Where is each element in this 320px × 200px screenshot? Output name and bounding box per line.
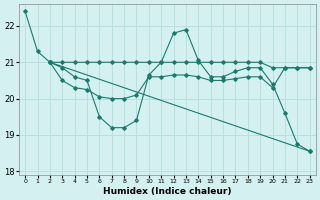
X-axis label: Humidex (Indice chaleur): Humidex (Indice chaleur) [103, 187, 232, 196]
